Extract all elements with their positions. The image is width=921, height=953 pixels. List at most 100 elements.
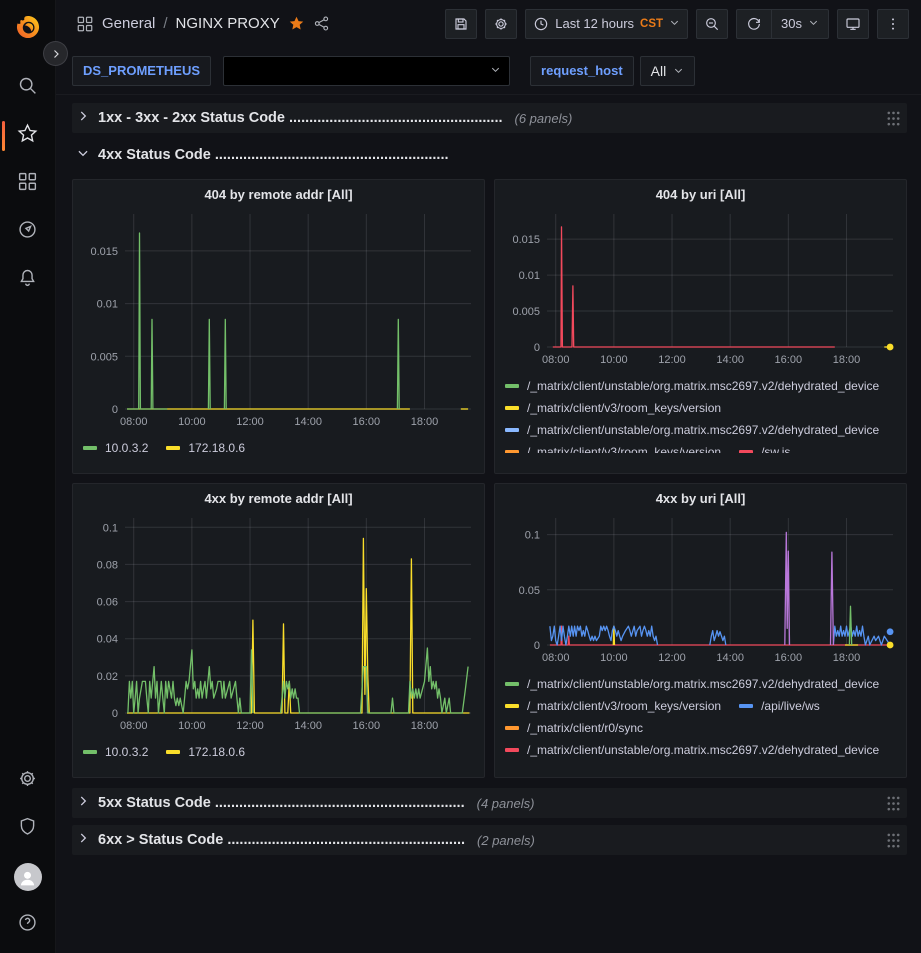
legend-item[interactable]: /_matrix/client/unstable/org.matrix.msc2…	[505, 419, 879, 441]
legend-item[interactable]: /api/live/ws	[739, 695, 820, 717]
svg-text:0.08: 0.08	[97, 559, 118, 571]
variable-value-request-host[interactable]: All	[639, 55, 696, 86]
kebab-menu-button[interactable]	[877, 8, 909, 39]
panel-4xx-by-uri: 4xx by uri [All] 0 0.05 0.1 08:00 10:00 12:00…	[494, 483, 907, 778]
svg-text:08:00: 08:00	[542, 652, 570, 664]
svg-text:10:00: 10:00	[600, 652, 628, 664]
legend-swatch	[739, 450, 754, 453]
legend-item[interactable]: 172.18.0.6	[166, 741, 245, 763]
row-drag-handle-icon[interactable]	[886, 109, 901, 128]
variable-label-ds-prometheus[interactable]: DS_PROMETHEUS	[72, 55, 212, 86]
svg-text:0.1: 0.1	[103, 522, 118, 534]
page-title: NGINX PROXY	[175, 15, 280, 32]
svg-text:18:00: 18:00	[833, 354, 861, 366]
svg-text:12:00: 12:00	[236, 416, 264, 428]
time-range-picker[interactable]: Last 12 hours CST	[525, 8, 689, 39]
legend-swatch	[505, 450, 519, 453]
breadcrumb-separator: /	[163, 15, 168, 32]
variable-label-request-host[interactable]: request_host	[530, 55, 634, 86]
panel-legend: /_matrix/client/unstable/org.matrix.msc2…	[505, 375, 896, 453]
sidebar-item-starred[interactable]	[0, 112, 56, 160]
legend-item[interactable]: 172.18.0.6	[166, 437, 245, 459]
variable-value-ds-prometheus[interactable]	[223, 55, 511, 86]
panel-title[interactable]: 404 by uri [All]	[655, 186, 746, 202]
timezone-label: CST	[640, 17, 664, 30]
panel-title[interactable]: 404 by remote addr [All]	[204, 186, 353, 202]
sidebar-item-search[interactable]	[0, 64, 56, 112]
sidebar-item-dashboards[interactable]	[0, 160, 56, 208]
row-header-1xx-3xx-2xx[interactable]: 1xx - 3xx - 2xx Status Code ............…	[72, 103, 907, 133]
zoom-out-time-button[interactable]	[696, 8, 729, 39]
legend-item[interactable]: /_matrix/client/unstable/org.matrix.msc2…	[505, 739, 879, 759]
panel-404-by-remote-addr: 404 by remote addr [All] 0 0.005 0.01 0.015…	[72, 179, 485, 474]
svg-text:0.005: 0.005	[90, 351, 118, 363]
svg-text:18:00: 18:00	[411, 720, 439, 732]
legend-label: /_matrix/client/unstable/org.matrix.msc2…	[527, 423, 880, 437]
svg-text:12:00: 12:00	[236, 720, 264, 732]
grafana-logo-icon[interactable]	[15, 14, 41, 40]
svg-text:0: 0	[534, 342, 540, 354]
panel-legend: /_matrix/client/unstable/org.matrix.msc2…	[505, 673, 896, 759]
sidebar-item-explore[interactable]	[0, 208, 56, 256]
dashboard-apps-icon[interactable]	[76, 15, 94, 33]
legend-label: /_matrix/client/unstable/org.matrix.msc2…	[527, 379, 880, 393]
legend-label: 10.0.3.2	[105, 745, 149, 759]
svg-text:16:00: 16:00	[775, 652, 803, 664]
row-header-6xx[interactable]: 6xx > Status Code ......................…	[72, 825, 907, 855]
dashboard-canvas: 1xx - 3xx - 2xx Status Code ............…	[56, 95, 921, 953]
svg-text:08:00: 08:00	[120, 416, 148, 428]
panel-title[interactable]: 4xx by remote addr [All]	[204, 490, 353, 506]
request-host-value: All	[650, 62, 667, 79]
legend-swatch	[505, 748, 519, 752]
legend-item[interactable]: 10.0.3.2	[83, 741, 148, 763]
svg-text:14:00: 14:00	[716, 354, 744, 366]
legend-swatch	[505, 406, 519, 410]
legend-item[interactable]: 10.0.3.2	[83, 437, 148, 459]
save-dashboard-button[interactable]	[445, 8, 478, 39]
chart-canvas[interactable]: 0 0.05 0.1 08:00 10:00 12:00 14:00 16:00 18:00	[503, 518, 898, 667]
legend-item[interactable]: /_matrix/client/unstable/org.matrix.msc2…	[505, 375, 879, 397]
svg-text:0: 0	[112, 708, 118, 720]
legend-swatch	[505, 704, 519, 708]
svg-text:12:00: 12:00	[658, 354, 686, 366]
tv-mode-button[interactable]	[837, 8, 869, 39]
sidebar-item-help[interactable]	[0, 901, 56, 949]
legend-label: /_matrix/client/v3/room_keys/version	[527, 401, 722, 415]
chart-canvas[interactable]: 0 0.005 0.01 0.015 08:00 10:00 12:00 14:00 16:00…	[503, 214, 898, 369]
svg-text:0.01: 0.01	[519, 270, 540, 282]
chart-canvas[interactable]: 0 0.005 0.01 0.015 08:00 10:00 12:00 14:00 16:00…	[81, 214, 476, 431]
row-header-4xx[interactable]: 4xx Status Code ........................…	[72, 141, 907, 169]
sidebar-item-admin[interactable]	[0, 805, 56, 853]
legend-swatch	[505, 726, 519, 730]
row-title: 1xx - 3xx - 2xx Status Code ............…	[98, 110, 503, 126]
panel-title[interactable]: 4xx by uri [All]	[655, 490, 746, 506]
chart-canvas[interactable]: 0 0.02 0.04 0.06 0.08 0.1 08:00 10:00 12:00 14:00…	[81, 518, 476, 735]
sidebar-item-alerting[interactable]	[0, 256, 56, 304]
row-drag-handle-icon[interactable]	[886, 794, 901, 813]
row-panel-count: (6 panels)	[514, 110, 573, 126]
dashboard-settings-button[interactable]	[485, 8, 518, 39]
share-icon[interactable]	[313, 15, 330, 32]
legend-item[interactable]: /_matrix/client/v3/room_keys/version	[505, 441, 721, 453]
legend-item[interactable]: /_matrix/client/r0/sync	[505, 717, 643, 739]
sidebar-item-configuration[interactable]	[0, 757, 56, 805]
refresh-button[interactable]	[737, 10, 771, 38]
breadcrumb-folder[interactable]: General	[102, 15, 156, 32]
sidebar-expand-button[interactable]	[43, 41, 68, 66]
row-header-5xx[interactable]: 5xx Status Code ........................…	[72, 788, 907, 818]
legend-item[interactable]: /_matrix/client/v3/room_keys/version	[505, 695, 721, 717]
legend-item[interactable]: /_matrix/client/v3/room_keys/version	[505, 397, 721, 419]
refresh-interval-dropdown[interactable]: 30s	[771, 9, 828, 38]
svg-text:12:00: 12:00	[658, 652, 686, 664]
favorite-star-icon[interactable]	[288, 15, 305, 32]
legend-item[interactable]: /sw.js	[739, 441, 790, 453]
svg-text:0.06: 0.06	[97, 597, 118, 609]
svg-text:14:00: 14:00	[294, 416, 322, 428]
sidebar-item-profile[interactable]	[0, 853, 56, 901]
svg-text:0.005: 0.005	[512, 306, 540, 318]
row-title: 5xx Status Code ........................…	[98, 795, 465, 811]
row-drag-handle-icon[interactable]	[886, 831, 901, 850]
avatar	[13, 863, 42, 891]
legend-item[interactable]: /_matrix/client/unstable/org.matrix.msc2…	[505, 673, 879, 695]
